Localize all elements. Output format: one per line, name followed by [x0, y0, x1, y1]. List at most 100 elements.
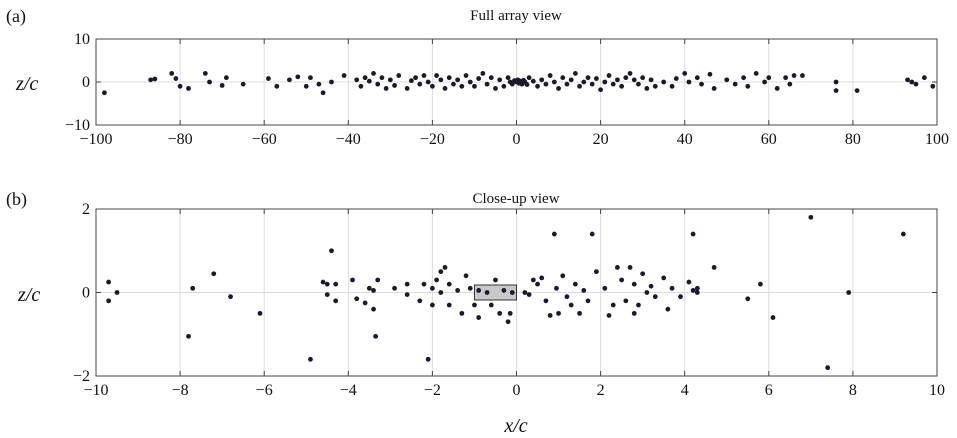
- data-point: [509, 81, 515, 87]
- data-point: [463, 73, 469, 78]
- data-point: [476, 288, 482, 293]
- data-point: [615, 265, 620, 270]
- data-point: [631, 281, 637, 287]
- data-point: [619, 277, 625, 283]
- data-point: [341, 73, 347, 78]
- data-point: [577, 83, 582, 89]
- data-point: [396, 73, 402, 78]
- data-point: [652, 294, 658, 300]
- data-point: [383, 86, 389, 91]
- panel-a: (a) Full array view z/c −100 −80 −60 −40 −20…: [6, 6, 949, 148]
- data-point: [371, 306, 376, 312]
- data-point: [497, 310, 503, 316]
- data-point: [589, 231, 595, 237]
- data-point: [791, 73, 797, 78]
- data-point: [459, 310, 465, 316]
- data-point: [762, 79, 767, 85]
- data-point: [308, 356, 313, 362]
- data-point: [404, 86, 410, 91]
- data-point: [694, 75, 700, 81]
- data-point: [526, 292, 532, 297]
- data-point: [530, 78, 536, 84]
- data-point: [732, 81, 738, 87]
- data-point: [669, 83, 675, 89]
- data-point: [556, 310, 561, 316]
- data-point: [551, 231, 557, 237]
- data-point: [577, 310, 582, 316]
- x-tick-label: −2: [424, 382, 441, 399]
- data-point: [480, 71, 486, 76]
- data-point: [581, 79, 587, 85]
- data-point: [602, 79, 608, 85]
- data-point: [274, 83, 280, 89]
- data-point: [623, 75, 629, 81]
- data-point: [493, 86, 498, 91]
- data-point: [417, 81, 423, 87]
- data-point: [303, 83, 309, 89]
- data-point: [535, 83, 540, 89]
- data-point: [463, 273, 469, 279]
- data-point: [507, 310, 513, 316]
- panel-a-points: [102, 71, 936, 96]
- data-point: [636, 302, 641, 308]
- data-point: [333, 281, 339, 287]
- data-point: [392, 285, 397, 291]
- data-point: [430, 302, 435, 308]
- data-point: [202, 71, 208, 76]
- panel-b-ylabel: z/c: [17, 284, 40, 306]
- data-point: [694, 290, 700, 295]
- data-point: [699, 81, 704, 87]
- data-point: [554, 285, 559, 291]
- data-point: [287, 77, 292, 83]
- data-point: [329, 248, 334, 254]
- data-point: [505, 75, 511, 81]
- data-point: [648, 77, 654, 83]
- data-point: [295, 74, 301, 80]
- data-point: [190, 285, 196, 291]
- y-tick-label: −2: [73, 368, 90, 385]
- data-point: [774, 86, 780, 91]
- data-point: [148, 77, 154, 83]
- data-point: [455, 77, 461, 83]
- data-point: [114, 290, 120, 295]
- data-point: [833, 88, 839, 93]
- data-point: [333, 298, 339, 304]
- data-point: [350, 277, 355, 283]
- data-point: [446, 75, 452, 81]
- data-point: [362, 300, 368, 306]
- data-point: [316, 81, 322, 87]
- x-tick-label: −8: [172, 382, 189, 399]
- data-point: [593, 269, 599, 275]
- data-point: [787, 81, 793, 87]
- x-tick-label: −40: [336, 131, 361, 148]
- data-point: [379, 75, 385, 81]
- data-point: [430, 285, 435, 291]
- data-point: [329, 79, 334, 85]
- x-tick-label: −100: [79, 131, 112, 148]
- data-point: [476, 76, 482, 81]
- data-point: [451, 81, 456, 87]
- data-point: [484, 290, 490, 295]
- data-point: [682, 71, 688, 76]
- data-point: [678, 294, 683, 300]
- data-point: [568, 302, 574, 308]
- highlight-rect: [473, 284, 518, 301]
- data-point: [375, 81, 381, 87]
- data-point: [673, 76, 679, 81]
- data-point: [211, 271, 217, 277]
- data-point: [606, 313, 612, 318]
- data-point: [404, 281, 410, 287]
- data-point: [913, 81, 919, 87]
- data-point: [421, 281, 427, 287]
- y-tick-label: −10: [65, 117, 90, 134]
- data-point: [501, 83, 507, 89]
- data-point: [623, 298, 629, 304]
- data-point: [257, 310, 263, 316]
- data-point: [745, 296, 751, 302]
- data-point: [783, 75, 789, 81]
- data-point: [808, 214, 814, 220]
- data-point: [526, 75, 532, 81]
- data-point: [800, 73, 805, 78]
- data-point: [530, 277, 536, 283]
- data-point: [631, 310, 637, 316]
